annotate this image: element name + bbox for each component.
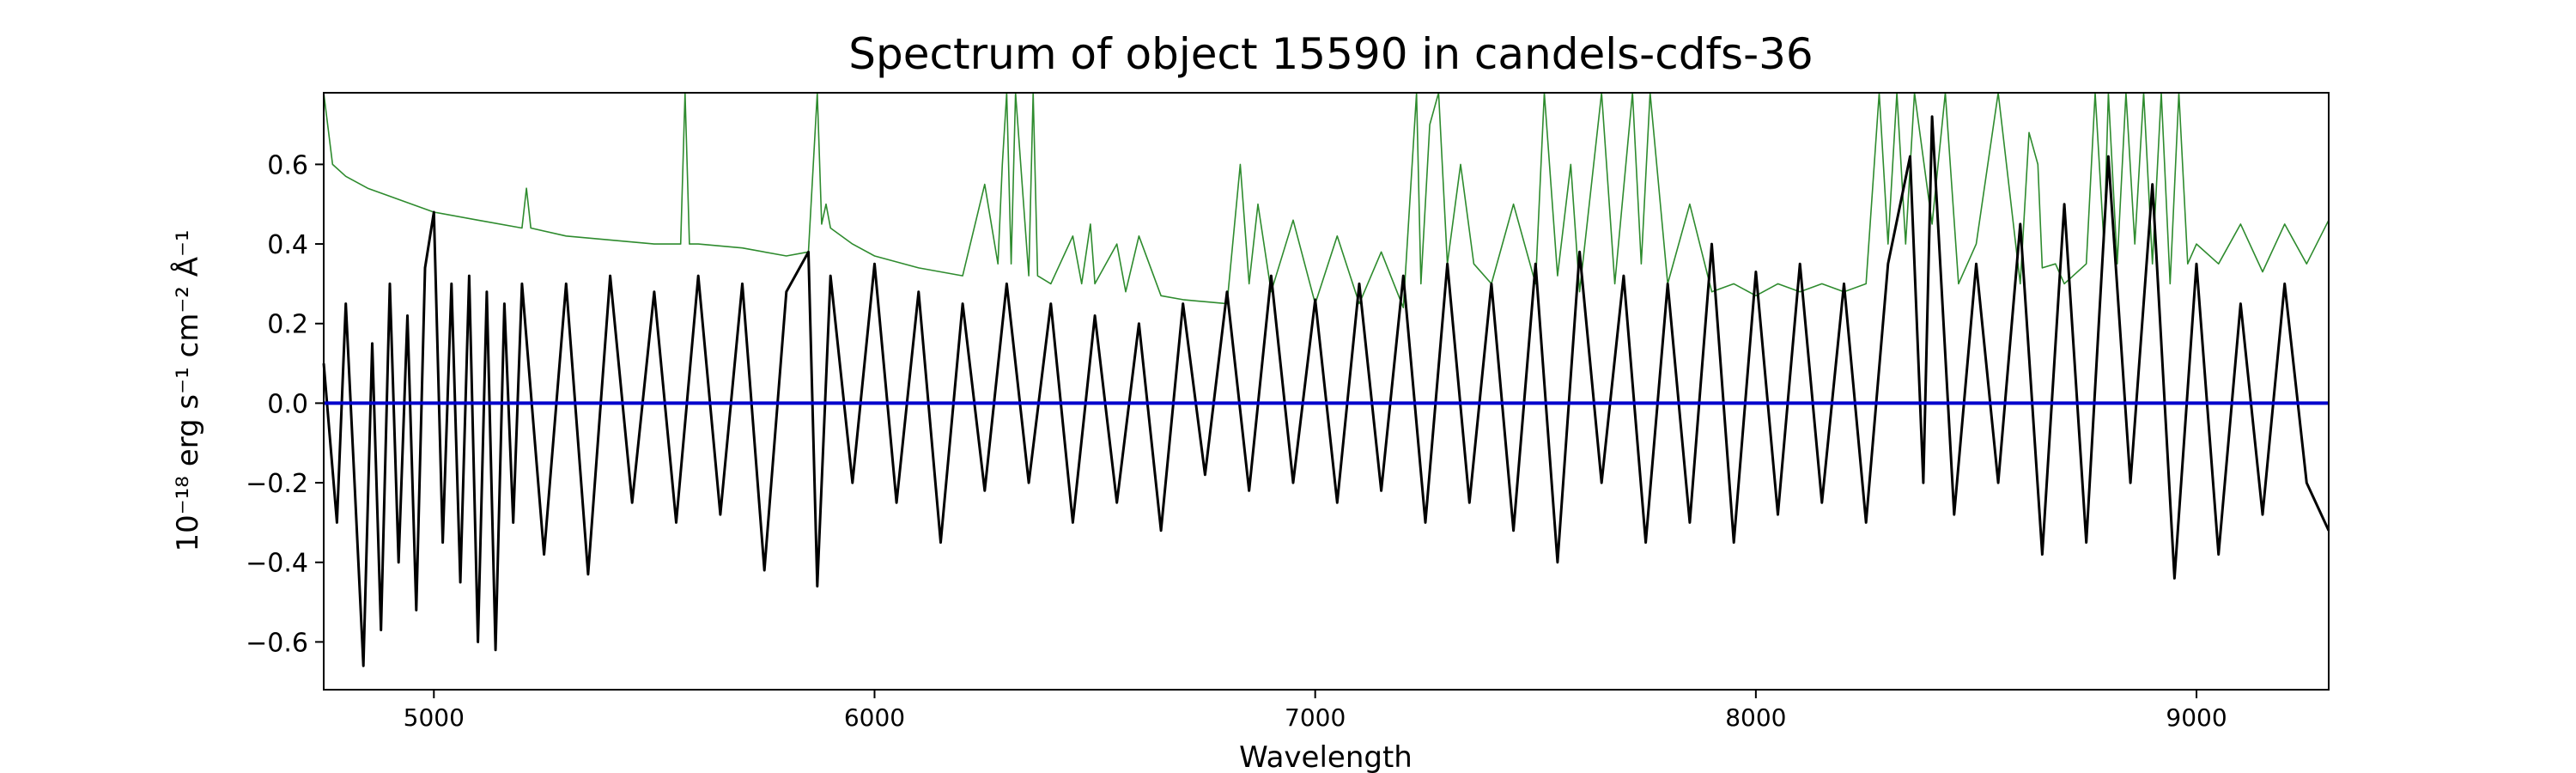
y-tick-label: 0.0	[267, 389, 308, 419]
x-axis-ticks: 5000 6000 7000 8000 9000	[404, 690, 2227, 732]
y-tick-label: −0.4	[246, 549, 308, 579]
y-axis-ticks: −0.6 −0.4 −0.2 0.0 0.2 0.4 0.6	[246, 150, 324, 658]
plot-lines	[322, 92, 2330, 667]
y-tick-label: 0.2	[267, 310, 308, 340]
x-tick-label: 5000	[404, 703, 465, 732]
x-axis-label: Wavelength	[1239, 740, 1413, 773]
chart-title: Spectrum of object 15590 in candels-cdfs…	[848, 29, 1814, 79]
y-tick-label: −0.6	[246, 628, 308, 658]
plot-frame	[323, 92, 2330, 691]
y-tick-label: −0.2	[246, 469, 308, 499]
y-tick-label: 0.4	[267, 230, 308, 260]
y-tick-label: 0.6	[267, 150, 308, 180]
x-tick-label: 6000	[844, 703, 905, 732]
x-tick-label: 8000	[1725, 703, 1786, 732]
error-series-line	[323, 92, 2330, 309]
flux-series-line	[322, 115, 2330, 667]
x-tick-label: 9000	[2166, 703, 2227, 732]
y-axis-label: 10⁻¹⁸ erg s⁻¹ cm⁻² Å⁻¹	[170, 229, 205, 551]
x-tick-label: 7000	[1285, 703, 1346, 732]
